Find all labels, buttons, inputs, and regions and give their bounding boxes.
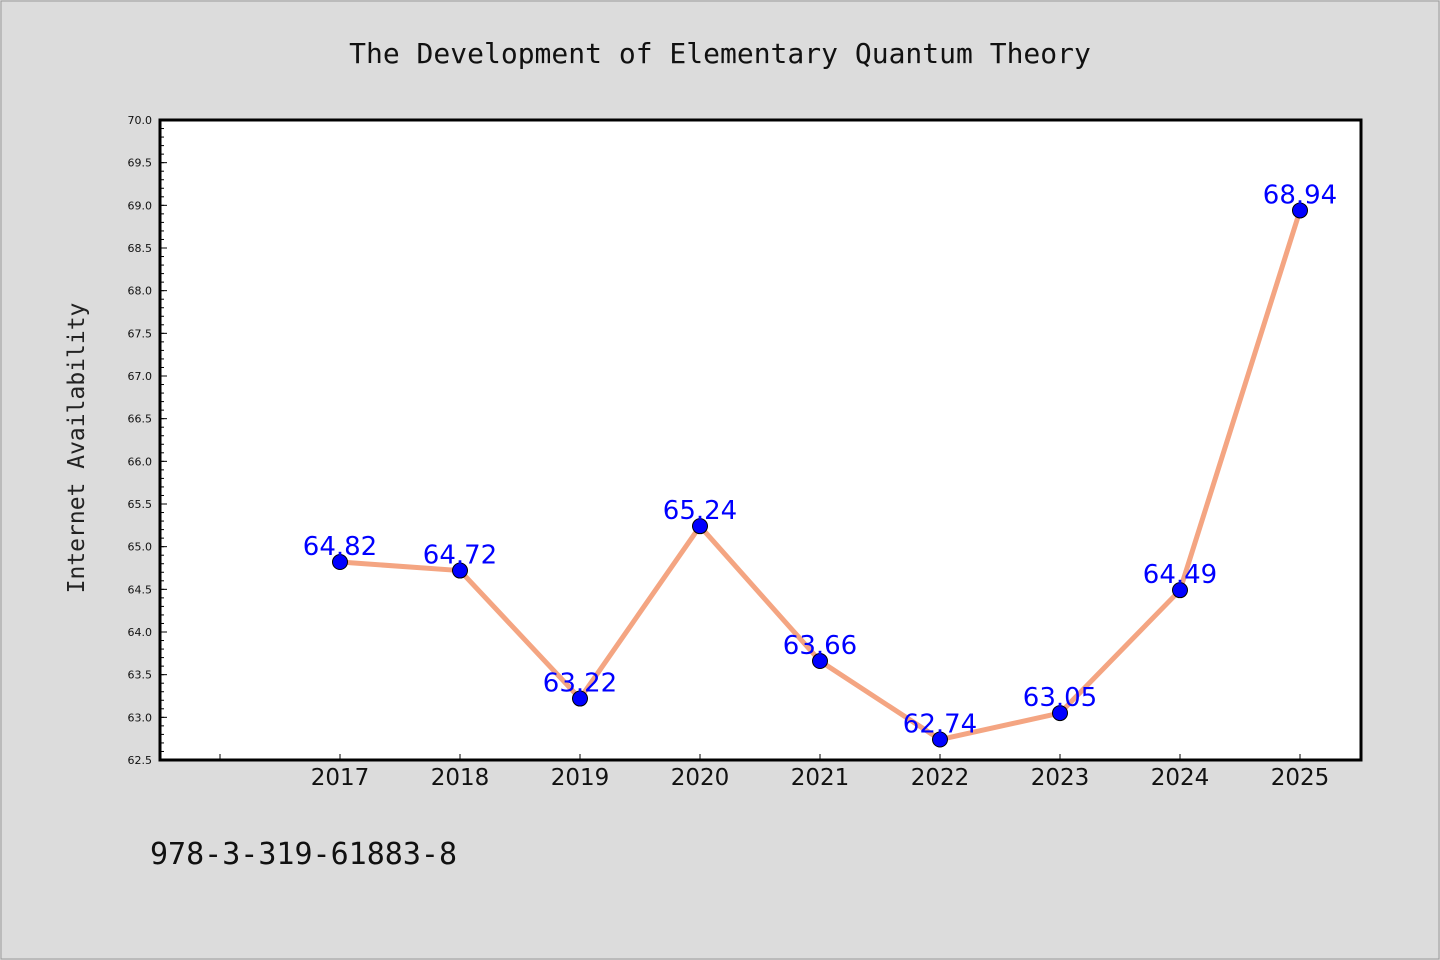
data-label: 64.72	[423, 541, 497, 571]
data-label: 62.74	[903, 710, 977, 740]
data-point	[1172, 582, 1188, 599]
data-label: 63.66	[783, 631, 857, 661]
x-tick-label: 2019	[551, 765, 610, 791]
data-point	[332, 554, 348, 571]
data-label: 63.22	[543, 669, 617, 699]
data-point	[1292, 202, 1308, 219]
y-tick-label: 64.0	[128, 626, 153, 639]
data-point	[1052, 705, 1068, 722]
y-tick-label: 65.5	[128, 498, 153, 511]
data-point	[812, 653, 828, 670]
data-point	[932, 731, 948, 748]
y-tick-label: 70.0	[128, 114, 153, 127]
y-tick-label: 65.0	[128, 541, 153, 554]
data-label: 65.24	[663, 496, 737, 526]
data-label: 68.94	[1263, 180, 1337, 210]
data-label: 64.49	[1143, 560, 1217, 590]
plot-area	[158, 118, 1363, 762]
x-tick-label: 2021	[791, 765, 850, 791]
y-tick-label: 68.0	[128, 285, 153, 298]
x-tick-label: 2017	[311, 765, 370, 791]
x-tick-label: 2025	[1271, 765, 1330, 791]
x-tick-label: 2020	[671, 765, 730, 791]
y-tick-label: 67.0	[128, 370, 153, 383]
y-tick-label: 69.5	[128, 157, 153, 170]
data-point	[452, 562, 468, 579]
y-tick-label: 69.0	[128, 199, 153, 212]
x-tick-label: 2024	[1151, 765, 1210, 791]
x-tick-label: 2022	[911, 765, 970, 791]
y-tick-label: 62.5	[128, 754, 153, 767]
y-tick-label: 66.5	[128, 413, 153, 426]
y-axis-label: Internet Availability	[64, 303, 90, 594]
y-tick-label: 68.5	[128, 242, 153, 255]
data-point	[692, 518, 708, 535]
isbn-text: 978-3-319-61883-8	[150, 837, 457, 872]
y-tick-label: 63.5	[128, 669, 153, 682]
data-label: 64.82	[303, 532, 377, 562]
y-tick-label: 66.0	[128, 455, 153, 468]
y-tick-label: 63.0	[128, 711, 153, 724]
x-tick-label: 2023	[1031, 765, 1090, 791]
chart-title: The Development of Elementary Quantum Th…	[349, 37, 1091, 70]
data-point	[572, 690, 588, 707]
data-labels-group: 64.82 64.72 63.22 65.24 63.66 62.74 63.05 64.49…	[303, 180, 1337, 739]
data-label: 63.05	[1023, 683, 1097, 713]
series-group	[332, 202, 1308, 748]
axis-ticks: 62.5 63.0 63.5 64.0 64.5 65.0 65.5 66.0 66.5 67.0…	[128, 114, 1330, 791]
y-tick-label: 67.5	[128, 327, 153, 340]
y-tick-label: 64.5	[128, 583, 153, 596]
x-tick-label: 2018	[431, 765, 490, 791]
